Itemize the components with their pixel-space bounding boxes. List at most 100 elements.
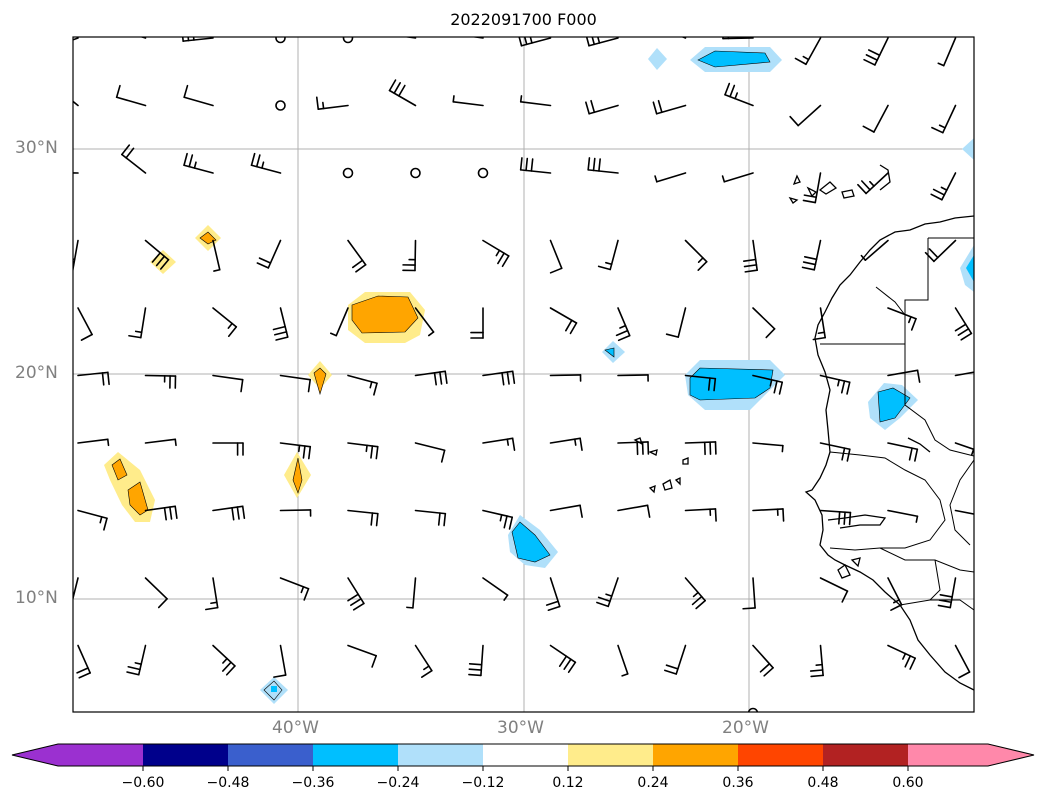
wind-barb	[139, 37, 147, 39]
wind-barb	[73, 577, 79, 602]
wind-barb	[144, 239, 170, 270]
wind-barb	[212, 505, 246, 521]
wind-barb	[279, 577, 310, 601]
wind-barb	[664, 644, 687, 675]
wind-barb	[402, 239, 417, 272]
wind-barb	[144, 374, 177, 389]
wind-barb	[144, 438, 177, 447]
wind-barb	[887, 509, 919, 523]
wind-barb	[954, 371, 974, 377]
colorbar-tick-label: 0.24	[637, 775, 669, 791]
wind-barb	[860, 239, 889, 261]
colorbar-tick-label: 0.12	[552, 775, 584, 791]
wind-barb	[680, 37, 687, 39]
wind-barb	[115, 84, 147, 107]
wind-barb	[862, 104, 889, 133]
wind-barb	[146, 713, 159, 743]
wind-barb	[937, 37, 957, 67]
wind-barb	[684, 441, 717, 456]
wind-barb	[519, 157, 552, 174]
country-borders	[820, 237, 974, 611]
wind-barb	[482, 509, 514, 530]
wind-barb	[794, 37, 822, 66]
wind-barb	[549, 239, 563, 274]
wind-barb	[279, 374, 312, 393]
colorbar-tick-label: 0.36	[722, 775, 754, 791]
wind-barb	[954, 307, 973, 341]
colorbar-tick-label: −0.48	[206, 775, 250, 791]
colorbar-tick-label: −0.36	[291, 775, 335, 791]
wind-barb	[126, 644, 147, 676]
wind-barb	[414, 442, 446, 463]
wind-barb	[684, 239, 708, 271]
colorbar-tick-label: 0.48	[807, 775, 839, 791]
wind-barb	[78, 713, 104, 738]
wind-barb	[414, 307, 435, 337]
wind-barb	[519, 95, 552, 107]
wind-barb	[329, 307, 349, 337]
wind-barb	[742, 577, 756, 610]
wind-barb	[181, 37, 214, 42]
wind-barb	[652, 99, 687, 115]
wind-barb	[819, 509, 852, 526]
wind-barb	[801, 239, 822, 271]
wind-barb	[752, 442, 784, 453]
wind-barb	[392, 713, 416, 740]
colorbar-tick-label: 0.60	[892, 775, 924, 791]
wind-barb	[752, 374, 784, 395]
wind-barb	[549, 374, 582, 382]
coastline	[633, 164, 974, 691]
wind-barb	[76, 644, 92, 679]
wind-barb	[721, 172, 754, 183]
wind-barb	[857, 172, 889, 195]
wind-barb	[549, 437, 583, 451]
wind-barb	[545, 577, 561, 612]
wind-barb	[144, 505, 178, 521]
wind-barb	[77, 509, 108, 531]
calm-wind-marker	[275, 37, 286, 44]
wind-barb	[347, 644, 377, 668]
colorbar-extend-low	[12, 744, 58, 766]
wind-barb	[549, 504, 583, 518]
wind-barb	[73, 100, 79, 107]
wind-barb	[73, 239, 79, 271]
wind-barb	[121, 144, 147, 174]
wind-barb	[954, 509, 974, 515]
wind-barb	[183, 152, 214, 174]
wind-barb	[930, 172, 957, 201]
wind-barb	[482, 577, 509, 601]
wind-barb	[128, 307, 147, 339]
wind-barb	[273, 644, 287, 678]
wind-barb	[887, 369, 921, 383]
wind-barb	[414, 370, 448, 386]
wind-barb	[347, 374, 378, 396]
wind-barb	[482, 239, 510, 268]
wind-barb	[879, 713, 891, 744]
wind-barb	[452, 95, 484, 107]
wind-barb	[402, 37, 417, 39]
lat-label-20n: 20°N	[15, 363, 58, 383]
wind-barb	[617, 374, 649, 382]
wind-barb	[863, 37, 889, 66]
wind-barb	[205, 577, 219, 611]
wind-barb	[887, 307, 917, 331]
wind-barb	[341, 713, 354, 745]
calm-wind-marker	[477, 167, 489, 179]
wind-barb	[819, 442, 851, 462]
wind-barb	[77, 438, 110, 447]
wind-barb	[250, 152, 282, 174]
wind-barb	[924, 239, 957, 263]
wind-barb	[468, 644, 484, 677]
wind-barb	[347, 442, 379, 460]
colorbar-tick-label: −0.12	[461, 775, 505, 791]
wind-barb	[347, 239, 367, 273]
wind-barb	[615, 307, 631, 342]
shaded-field	[104, 47, 974, 704]
wind-barb	[819, 577, 849, 603]
calm-wind-marker	[410, 167, 421, 179]
wind-barb	[195, 713, 213, 742]
wind-barb	[789, 104, 822, 127]
colorbar-tick-label: −0.24	[376, 775, 420, 791]
wind-barb	[518, 37, 552, 47]
wind-barb	[144, 577, 168, 609]
